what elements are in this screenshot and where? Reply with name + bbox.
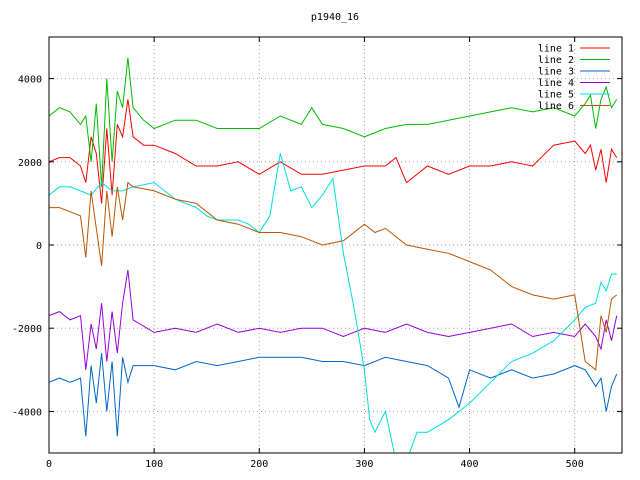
series-line-3 [49,353,618,437]
x-tick-label: 100 [145,459,163,470]
axis-ticks: 0 100 200 300 400 500 -4000 -2000 0 2000 4000 [12,37,622,470]
series-line-2 [49,57,618,187]
legend-label: line 2 [538,55,574,66]
series-layer [49,57,618,453]
x-tick-label: 0 [46,459,52,470]
legend-label: line 5 [538,90,574,101]
legend-label: line 4 [538,78,574,89]
plot-frame [48,36,623,454]
y-tick-label: 2000 [18,158,42,169]
y-tick-label: -2000 [12,324,42,335]
x-tick-label: 500 [566,459,584,470]
chart-title: p1940_16 [311,12,359,23]
y-tick-label: 0 [36,241,42,252]
y-tick-label: -4000 [12,407,42,418]
legend-label: line 6 [538,101,574,112]
x-tick-label: 300 [355,459,373,470]
legend-label: line 3 [538,67,574,78]
series-line-5 [49,153,617,453]
grid-lines [48,37,622,453]
series-line-1 [49,99,618,204]
series-line-4 [49,269,618,370]
y-tick-label: 4000 [18,75,42,86]
x-tick-label: 200 [250,459,268,470]
legend-label: line 1 [538,44,574,55]
x-tick-label: 400 [461,459,479,470]
series-line-6 [49,181,618,371]
